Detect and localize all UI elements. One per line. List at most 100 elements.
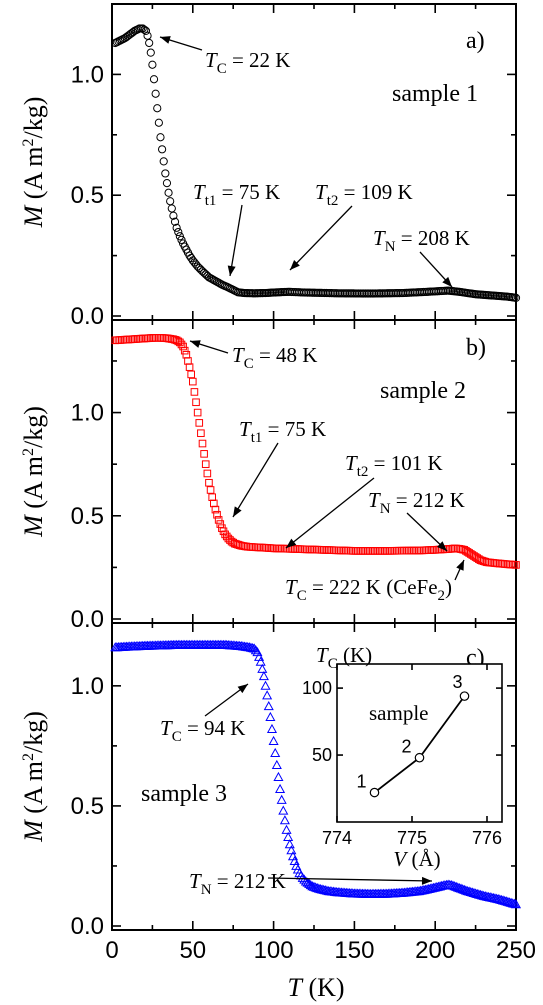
arrow-head xyxy=(227,265,236,276)
data-point xyxy=(201,460,210,468)
data-point xyxy=(143,31,152,40)
data-point xyxy=(179,342,187,351)
arrow-line xyxy=(232,442,279,518)
annotation-label: TC = 94 K xyxy=(160,716,245,745)
data-series xyxy=(111,334,520,569)
inset-legend-text: sample xyxy=(369,701,428,725)
inset-point-label: 2 xyxy=(401,737,411,757)
panel-label: a) xyxy=(466,28,485,54)
annotation-arrow xyxy=(204,683,249,717)
data-point xyxy=(166,197,175,206)
annotation-label: Tt2 = 101 K xyxy=(345,451,443,480)
data-series xyxy=(110,639,522,909)
inset-data-point xyxy=(459,691,470,701)
arrow-head xyxy=(290,260,300,270)
data-point xyxy=(203,469,212,478)
data-point xyxy=(205,478,213,487)
data-point xyxy=(190,388,199,396)
data-point xyxy=(255,656,266,666)
data-point xyxy=(262,690,273,700)
data-point xyxy=(511,293,521,302)
arrow-head xyxy=(421,876,432,885)
x-tick-label: 0 xyxy=(105,937,118,964)
y-axis-label: M (A m2/kg) xyxy=(19,406,48,538)
annotation-label: TC = 22 K xyxy=(205,48,290,77)
data-point xyxy=(170,217,180,226)
data-point xyxy=(172,223,181,232)
arrow-head xyxy=(237,684,248,694)
data-point xyxy=(195,419,204,427)
panel-a: 0.0 0.5 1.0 M (A m2/kg) sample 1 a) TC = 22 K T… xyxy=(19,3,521,330)
data-point xyxy=(149,75,159,84)
sample-label: sample 3 xyxy=(141,781,227,807)
data-point xyxy=(270,747,281,757)
annotation-arrow xyxy=(454,559,465,581)
data-point xyxy=(276,794,287,804)
data-point xyxy=(250,645,261,655)
panel-b: 0.0 0.5 1.0 M (A m2/kg) sample 2b) TC = 48 K T… xyxy=(19,319,520,633)
arrow-head xyxy=(160,36,171,44)
annotation-label: TN = 208 K xyxy=(373,226,470,255)
annotation-arrow xyxy=(159,36,203,51)
y-tick-label: 0.5 xyxy=(71,793,104,820)
plot-frame xyxy=(111,3,517,321)
data-point xyxy=(174,227,183,237)
data-point xyxy=(192,398,200,407)
y-tick-label: 0.0 xyxy=(71,913,104,940)
annotation-label: TN = 212 K xyxy=(189,869,286,898)
data-point xyxy=(200,450,208,458)
x-tick-label: 200 xyxy=(415,937,455,964)
x-tick-label: 250 xyxy=(496,937,536,964)
data-point xyxy=(297,872,308,882)
annotation-arrow xyxy=(406,512,448,552)
data-point xyxy=(157,145,167,154)
arrow-head xyxy=(436,541,447,551)
sample-label: sample 1 xyxy=(392,81,478,107)
arrow-head xyxy=(456,560,464,571)
y-tick-label: 0.0 xyxy=(71,606,104,633)
data-point xyxy=(146,48,155,57)
y-tick-label: 0.5 xyxy=(71,503,104,530)
data-point xyxy=(257,663,268,673)
data-point xyxy=(185,363,194,371)
inset-plot: 774 775 776 50 100 TC (K) V (Å) sample 1 2 3 xyxy=(302,643,503,871)
data-point xyxy=(175,232,184,241)
data-point xyxy=(151,89,160,98)
data-point xyxy=(206,486,215,494)
inset-point-label: 1 xyxy=(356,772,366,792)
data-point xyxy=(161,169,170,178)
data-point xyxy=(177,235,186,244)
annotation-arrow xyxy=(232,442,279,518)
data-point xyxy=(164,188,173,197)
annotation-label: Tt1 = 75 K xyxy=(239,417,326,446)
y-tick-label: 0.0 xyxy=(71,303,104,330)
data-point xyxy=(141,26,151,36)
data-point xyxy=(275,783,286,794)
inset-x-axis-label: V (Å) xyxy=(393,847,440,871)
data-point xyxy=(271,759,282,769)
data-point xyxy=(187,370,195,379)
y-axis-label: M (A m2/kg) xyxy=(19,711,48,843)
data-point xyxy=(162,179,172,188)
data-point xyxy=(180,346,189,355)
data-point xyxy=(279,815,290,825)
y-tick-label: 1.0 xyxy=(71,61,104,88)
data-point xyxy=(281,824,292,834)
y-tick-label: 1.0 xyxy=(71,673,104,700)
inset-y-tick-label: 50 xyxy=(312,745,332,765)
annotation-label: Tt1 = 75 K xyxy=(193,180,280,209)
data-point xyxy=(265,711,276,721)
data-point xyxy=(213,510,221,519)
x-tick-label: 50 xyxy=(179,937,206,964)
data-point xyxy=(263,701,274,711)
data-point xyxy=(133,25,142,34)
inset-frame xyxy=(336,663,503,823)
data-point xyxy=(145,38,154,48)
data-point xyxy=(211,505,220,514)
data-point xyxy=(189,377,197,386)
data-point xyxy=(148,60,157,69)
data-series xyxy=(111,24,521,302)
inset-data-point xyxy=(369,787,380,798)
data-point xyxy=(214,516,223,524)
